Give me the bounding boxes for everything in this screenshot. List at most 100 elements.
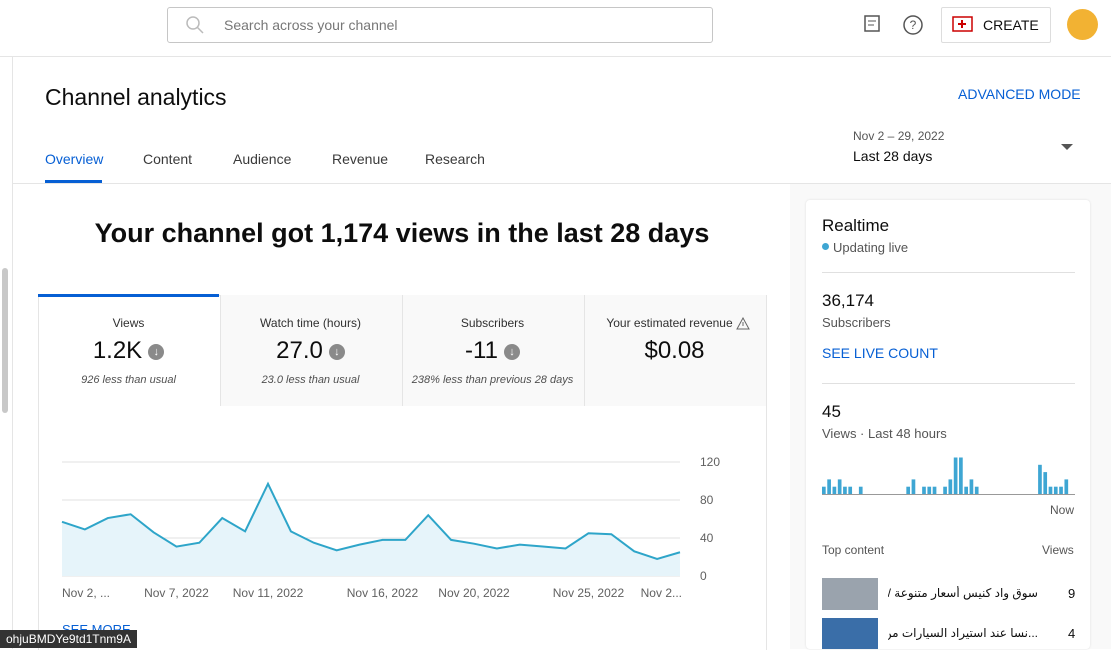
bar xyxy=(1043,472,1048,494)
metric-label[interactable]: Views xyxy=(112,316,145,330)
tab[interactable]: Overview xyxy=(45,151,104,167)
video-title[interactable]: ...نسا عند استيراد السيارات من فرنسا xyxy=(888,626,1038,640)
bar xyxy=(848,486,853,494)
tab[interactable]: Content xyxy=(143,151,193,167)
y-tick-label: 0 xyxy=(700,569,707,583)
see-live-count[interactable]: SEE LIVE COUNT xyxy=(822,345,938,361)
line xyxy=(61,481,681,560)
thumbnail[interactable] xyxy=(822,618,878,649)
tab[interactable]: Revenue xyxy=(332,151,389,167)
bar xyxy=(911,479,916,494)
bar xyxy=(822,486,826,494)
tab-underline xyxy=(45,180,102,183)
bar xyxy=(964,486,969,494)
x-tick-label: Nov 20, 2022 xyxy=(438,586,510,600)
video-views: 4 xyxy=(1068,626,1076,641)
bar xyxy=(974,486,979,494)
tab[interactable]: Audience xyxy=(233,151,292,167)
search-box[interactable] xyxy=(167,7,713,43)
bar xyxy=(1053,486,1058,494)
y-tick-label: 80 xyxy=(700,493,714,507)
bar xyxy=(953,457,958,494)
x-tick-label: Nov 7, 2022 xyxy=(144,586,209,600)
search-placeholder: Search across your channel xyxy=(224,17,398,33)
metric-value: -11 ↓ xyxy=(402,337,583,365)
views-label: Views · Last 48 hours xyxy=(822,426,947,441)
metric-card[interactable] xyxy=(402,295,584,406)
views-column: Views xyxy=(1042,543,1074,557)
tab[interactable]: Research xyxy=(425,151,485,167)
views-count: 45 xyxy=(822,402,841,421)
metric-value: $0.08 xyxy=(644,337,705,364)
x-tick-label: Nov 11, 2022 xyxy=(233,586,304,600)
realtime-card xyxy=(806,200,1090,649)
video-title[interactable]: سوق واد كنيس أسعار متنوعة / 2... xyxy=(888,586,1038,600)
tabs-divider xyxy=(13,183,1111,184)
bar xyxy=(969,479,974,494)
advanced-mode[interactable]: ADVANCED MODE xyxy=(958,86,1081,102)
bar xyxy=(827,479,831,494)
bar xyxy=(1059,486,1063,494)
svg-text:?: ? xyxy=(910,18,917,32)
live-dot xyxy=(822,243,829,250)
video-views: 9 xyxy=(1068,586,1076,601)
bar xyxy=(943,486,947,494)
metric-note: 238% less than previous 28 days xyxy=(411,374,574,386)
sidebar-edge xyxy=(0,57,13,649)
metric-value-text: -11 xyxy=(465,337,498,364)
bar xyxy=(906,486,911,494)
top-bar xyxy=(0,0,1111,57)
now-label: Now xyxy=(1050,503,1075,517)
x-tick-label: Nov 16, 2022 xyxy=(347,586,419,600)
metric-value-text: 1.2K xyxy=(92,337,143,364)
bar xyxy=(832,486,837,494)
realtime-title: Realtime xyxy=(822,216,890,235)
metric-value: 27.0 ↓ xyxy=(220,337,401,365)
x-tick-label: Nov 2... xyxy=(641,586,682,600)
bar xyxy=(858,486,863,494)
dropdown-arrow[interactable] xyxy=(1060,143,1074,151)
bar xyxy=(837,479,842,494)
page-title: Channel analytics xyxy=(45,84,227,110)
x-tick-label: Nov 25, 2022 xyxy=(553,586,625,600)
create-icon xyxy=(952,16,973,32)
bar xyxy=(843,486,847,494)
bar xyxy=(1048,486,1053,494)
area xyxy=(62,483,680,576)
bar xyxy=(959,457,963,494)
bar xyxy=(1038,464,1042,494)
bar xyxy=(932,486,937,494)
metric-label[interactable]: Your estimated revenue xyxy=(606,316,733,330)
metric-note: 926 less than usual xyxy=(81,374,176,386)
x-tick-label: Nov 2, ... xyxy=(62,586,110,600)
thumbnail[interactable] xyxy=(822,578,878,610)
metric-card[interactable] xyxy=(584,295,766,406)
metric-card[interactable] xyxy=(220,295,402,406)
create-label[interactable]: CREATE xyxy=(983,17,1039,33)
y-tick-label: 120 xyxy=(700,455,720,469)
metric-label[interactable]: Subscribers xyxy=(460,316,525,330)
bar xyxy=(1064,479,1069,494)
y-tick-label: 40 xyxy=(700,531,714,545)
metric-value-text: 27.0 xyxy=(276,337,323,364)
avatar[interactable] xyxy=(1067,9,1098,40)
create-button[interactable] xyxy=(941,7,1051,43)
down-icon: ↓ xyxy=(328,343,345,360)
header-icons[interactable]: ? xyxy=(862,13,926,37)
down-icon: ↓ xyxy=(503,343,520,360)
tooltip: ohjuBMDYe9td1Tnm9A xyxy=(0,630,137,648)
headline: Your channel got 1,174 views in the last… xyxy=(94,218,710,248)
metric-selected-bar xyxy=(38,294,219,297)
divider xyxy=(822,272,1075,273)
realtime-status: Updating live xyxy=(833,240,909,255)
bar xyxy=(948,479,953,494)
date-range[interactable]: Nov 2 – 29, 2022 xyxy=(853,129,945,143)
bar xyxy=(927,486,932,494)
scrollbar xyxy=(2,268,8,413)
warning-icon xyxy=(736,317,750,330)
period[interactable]: Last 28 days xyxy=(853,148,933,164)
metric-label[interactable]: Watch time (hours) xyxy=(260,316,361,330)
metric-note: 23.0 less than usual xyxy=(261,374,360,386)
